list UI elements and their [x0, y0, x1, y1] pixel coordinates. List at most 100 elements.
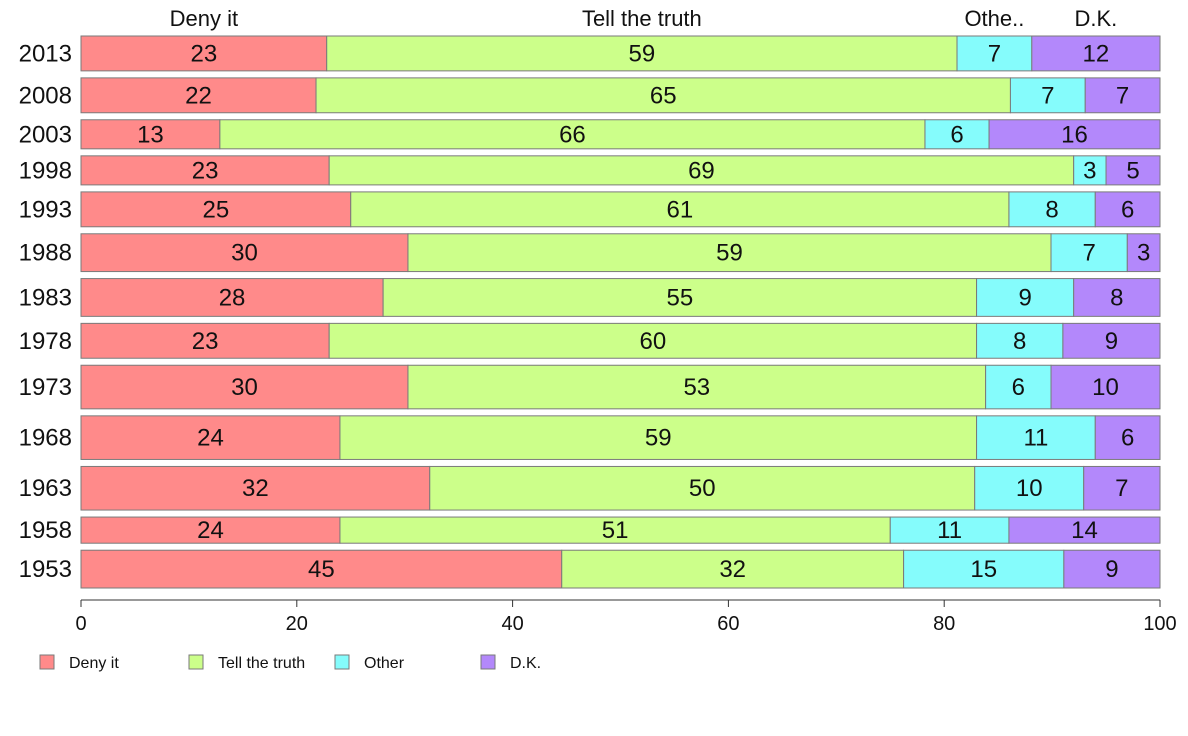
legend-swatch-tell-the-truth: [188, 654, 204, 670]
year-label-1988: 1988: [19, 240, 72, 267]
bar-d-k-1968: [1094, 415, 1161, 460]
data-label-d-k-1978: 9: [1105, 328, 1118, 355]
data-label-deny-it-1973: 30: [231, 374, 258, 401]
year-label-1973: 1973: [19, 374, 72, 401]
bar-tell-the-truth-1973: [407, 364, 987, 410]
bar-d-k-2013: [1031, 35, 1161, 72]
legend-swatch-other: [334, 654, 350, 670]
bar-tell-the-truth-1963: [429, 465, 976, 511]
x-tick-label-0: 0: [75, 613, 86, 635]
row-1958: 1958 24 51 11 14: [19, 516, 1161, 544]
row-1963: 1963 32 50 10 7: [19, 465, 1161, 511]
bar-deny-it-1958: [80, 516, 341, 544]
bar-other-1993: [1008, 191, 1096, 228]
bar-tell-the-truth-1953: [561, 549, 905, 589]
bar-other-1968: [976, 415, 1096, 460]
legend-swatch-deny-it: [39, 654, 55, 670]
row-1998: 1998 23 69 3 5: [19, 155, 1161, 186]
data-label-other-1953: 15: [970, 556, 997, 583]
x-tick-label-80: 80: [933, 613, 955, 635]
bar-d-k-1988: [1126, 233, 1161, 273]
data-label-d-k-2013: 12: [1083, 40, 1110, 67]
legend-label-tell-the-truth: Tell the truth: [218, 655, 305, 672]
data-label-tell-the-truth-1993: 61: [666, 196, 693, 223]
bar-tell-the-truth-1993: [350, 191, 1010, 228]
bar-d-k-1973: [1050, 364, 1161, 410]
legend: Deny it Tell the truth Other D.K.: [39, 654, 541, 672]
data-label-tell-the-truth-1978: 60: [640, 328, 667, 355]
bar-tell-the-truth-1958: [339, 516, 891, 544]
x-tick-label-100: 100: [1143, 613, 1176, 635]
bar-deny-it-1953: [80, 549, 563, 589]
data-label-d-k-1988: 3: [1137, 240, 1150, 267]
data-label-deny-it-1968: 24: [197, 425, 224, 452]
data-label-other-1993: 8: [1045, 196, 1058, 223]
bar-deny-it-1968: [80, 415, 341, 460]
data-label-tell-the-truth-2013: 59: [629, 40, 656, 67]
row-2003: 2003 13 66 6 16: [19, 119, 1161, 150]
row-2013: 2013 23 59 7 12: [19, 35, 1161, 72]
data-label-tell-the-truth-1968: 59: [645, 425, 672, 452]
row-1983: 1983 28 55 9 8: [19, 278, 1161, 317]
bar-d-k-2003: [988, 119, 1161, 150]
bar-d-k-1998: [1105, 155, 1161, 186]
row-1973: 1973 30 53 6 10: [19, 364, 1161, 410]
bar-d-k-2008: [1084, 77, 1161, 114]
bar-tell-the-truth-1988: [407, 233, 1052, 273]
data-label-d-k-1973: 10: [1092, 374, 1119, 401]
bar-d-k-1958: [1008, 516, 1161, 544]
year-label-1983: 1983: [19, 284, 72, 311]
top-category-labels: Deny it Tell the truth Othe.. D.K.: [170, 6, 1118, 31]
bar-d-k-1953: [1063, 549, 1161, 589]
year-label-1953: 1953: [19, 556, 72, 583]
year-label-1998: 1998: [19, 157, 72, 184]
bar-other-1958: [889, 516, 1010, 544]
top-label-deny-it: Deny it: [170, 6, 238, 31]
bar-tell-the-truth-1968: [339, 415, 978, 460]
bar-other-1973: [985, 364, 1052, 410]
data-label-tell-the-truth-1963: 50: [689, 475, 716, 502]
data-label-deny-it-2008: 22: [185, 82, 212, 109]
data-label-other-1958: 11: [937, 517, 962, 544]
row-1978: 1978 23 60 8 9: [19, 322, 1161, 359]
data-label-deny-it-1998: 23: [192, 157, 219, 184]
year-label-1968: 1968: [19, 425, 72, 452]
data-label-deny-it-1958: 24: [197, 517, 224, 544]
data-label-deny-it-1963: 32: [242, 475, 269, 502]
row-1993: 1993 25 61 8 6: [19, 191, 1161, 228]
data-label-deny-it-1993: 25: [203, 196, 230, 223]
bar-deny-it-1988: [80, 233, 409, 273]
x-tick-label-40: 40: [501, 613, 523, 635]
data-label-deny-it-2013: 23: [191, 40, 218, 67]
bar-d-k-1993: [1094, 191, 1161, 228]
data-label-tell-the-truth-1988: 59: [716, 240, 743, 267]
bar-deny-it-1993: [80, 191, 352, 228]
data-label-d-k-1968: 6: [1121, 425, 1134, 452]
year-label-1963: 1963: [19, 475, 72, 502]
data-label-deny-it-1978: 23: [192, 328, 219, 355]
x-axis: 0 20 40 60 80 100: [75, 599, 1177, 635]
bar-other-1963: [974, 465, 1085, 511]
bar-tell-the-truth-2008: [315, 77, 1011, 114]
bar-deny-it-1998: [80, 155, 330, 186]
bar-deny-it-2013: [80, 35, 328, 72]
bar-d-k-1963: [1083, 465, 1161, 511]
data-label-other-1983: 9: [1018, 284, 1031, 311]
legend-label-d-k: D.K.: [510, 655, 541, 672]
data-label-tell-the-truth-1958: 51: [602, 517, 629, 544]
data-label-tell-the-truth-1983: 55: [666, 284, 693, 311]
bar-other-1983: [976, 278, 1075, 317]
row-2008: 2008 22 65 7 7: [19, 77, 1161, 114]
data-label-tell-the-truth-2003: 66: [559, 121, 586, 148]
data-label-d-k-1953: 9: [1105, 556, 1118, 583]
x-tick-label-20: 20: [286, 613, 308, 635]
data-label-deny-it-1983: 28: [219, 284, 246, 311]
year-label-2008: 2008: [19, 82, 72, 109]
bar-deny-it-1978: [80, 322, 330, 359]
bar-other-1953: [903, 549, 1065, 589]
bar-tell-the-truth-1998: [328, 155, 1075, 186]
year-label-1958: 1958: [19, 517, 72, 544]
top-label-d-k: D.K.: [1075, 6, 1118, 31]
row-1988: 1988 30 59 7 3: [19, 233, 1161, 273]
